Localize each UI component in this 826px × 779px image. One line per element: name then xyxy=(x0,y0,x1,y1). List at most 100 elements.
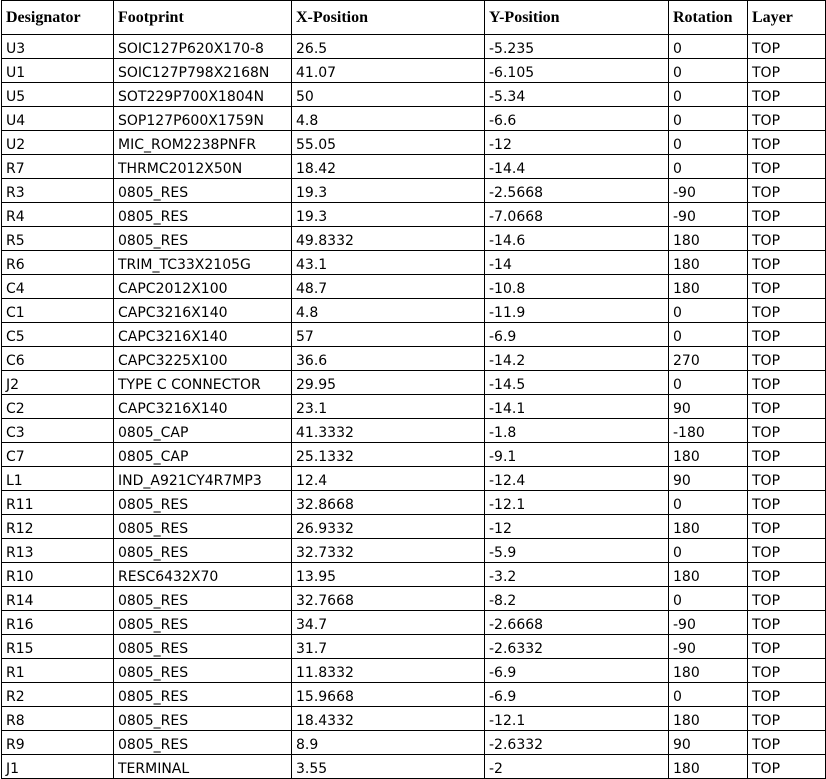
cell-rotation: 180 xyxy=(668,514,748,539)
cell-y-position: -2.6332 xyxy=(484,634,669,659)
cell-y-position: -14.6 xyxy=(484,226,669,251)
cell-x-position: 34.7 xyxy=(291,610,485,635)
cell-rotation: 0 xyxy=(668,370,748,395)
cell-layer: TOP xyxy=(747,562,826,587)
cell-x-position: 31.7 xyxy=(291,634,485,659)
cell-x-position: 18.42 xyxy=(291,154,485,179)
cell-y-position: -14.1 xyxy=(484,394,669,419)
cell-layer: TOP xyxy=(747,442,826,467)
cell-layer: TOP xyxy=(747,634,826,659)
cell-designator: L1 xyxy=(1,466,114,491)
cell-x-position: 8.9 xyxy=(291,730,485,755)
cell-footprint: 0805_RES xyxy=(113,634,292,659)
cell-rotation: 270 xyxy=(668,346,748,371)
cell-layer: TOP xyxy=(747,346,826,371)
table-row: R10 RESC6432X70 13.95 -3.2 180 TOP xyxy=(1,562,826,587)
cell-layer: TOP xyxy=(747,706,826,731)
cell-footprint: SOP127P600X1759N xyxy=(113,106,292,131)
cell-x-position: 36.6 xyxy=(291,346,485,371)
table-row: R16 0805_RES 34.7 -2.6668 -90 TOP xyxy=(1,610,826,635)
table-row: R1 0805_RES 11.8332 -6.9 180 TOP xyxy=(1,658,826,683)
cell-rotation: 0 xyxy=(668,58,748,83)
cell-layer: TOP xyxy=(747,466,826,491)
header-row: Designator Footprint X-Position Y-Position R… xyxy=(1,0,826,35)
header-x-position: X-Position xyxy=(291,0,485,35)
cell-y-position: -12 xyxy=(484,514,669,539)
cell-rotation: 0 xyxy=(668,586,748,611)
cell-rotation: 0 xyxy=(668,82,748,107)
header-designator: Designator xyxy=(1,0,114,35)
cell-designator: C6 xyxy=(1,346,114,371)
cell-y-position: -7.0668 xyxy=(484,202,669,227)
cell-designator: R9 xyxy=(1,730,114,755)
table-row: U2 MIC_ROM2238PNFR 55.05 -12 0 TOP xyxy=(1,130,826,155)
cell-y-position: -12 xyxy=(484,130,669,155)
cell-x-position: 4.8 xyxy=(291,106,485,131)
cell-rotation: 180 xyxy=(668,754,748,779)
cell-designator: R12 xyxy=(1,514,114,539)
table-row: J2 TYPE C CONNECTOR 29.95 -14.5 0 TOP xyxy=(1,370,826,395)
cell-rotation: 90 xyxy=(668,730,748,755)
cell-designator: C4 xyxy=(1,274,114,299)
cell-layer: TOP xyxy=(747,34,826,59)
cell-footprint: 0805_RES xyxy=(113,202,292,227)
cell-designator: J2 xyxy=(1,370,114,395)
cell-footprint: TYPE C CONNECTOR xyxy=(113,370,292,395)
cell-designator: R3 xyxy=(1,178,114,203)
cell-x-position: 29.95 xyxy=(291,370,485,395)
cell-x-position: 26.5 xyxy=(291,34,485,59)
table-row: R6 TRIM_TC33X2105G 43.1 -14 180 TOP xyxy=(1,250,826,275)
cell-layer: TOP xyxy=(747,370,826,395)
cell-x-position: 32.7332 xyxy=(291,538,485,563)
table-row: R5 0805_RES 49.8332 -14.6 180 TOP xyxy=(1,226,826,251)
table-header: Designator Footprint X-Position Y-Position R… xyxy=(1,0,826,35)
cell-layer: TOP xyxy=(747,274,826,299)
cell-designator: R5 xyxy=(1,226,114,251)
cell-y-position: -12.4 xyxy=(484,466,669,491)
cell-layer: TOP xyxy=(747,322,826,347)
cell-designator: R2 xyxy=(1,682,114,707)
cell-layer: TOP xyxy=(747,250,826,275)
cell-footprint: SOT229P700X1804N xyxy=(113,82,292,107)
cell-y-position: -2 xyxy=(484,754,669,779)
cell-layer: TOP xyxy=(747,658,826,683)
cell-x-position: 23.1 xyxy=(291,394,485,419)
cell-designator: U5 xyxy=(1,82,114,107)
cell-designator: R14 xyxy=(1,586,114,611)
cell-rotation: -180 xyxy=(668,418,748,443)
table-row: R7 THRMC2012X50N 18.42 -14.4 0 TOP xyxy=(1,154,826,179)
cell-footprint: SOIC127P798X2168N xyxy=(113,58,292,83)
table-row: C4 CAPC2012X100 48.7 -10.8 180 TOP xyxy=(1,274,826,299)
cell-rotation: 180 xyxy=(668,706,748,731)
cell-rotation: -90 xyxy=(668,178,748,203)
cell-footprint: CAPC3216X140 xyxy=(113,298,292,323)
table-row: C6 CAPC3225X100 36.6 -14.2 270 TOP xyxy=(1,346,826,371)
cell-layer: TOP xyxy=(747,226,826,251)
cell-x-position: 11.8332 xyxy=(291,658,485,683)
header-y-position: Y-Position xyxy=(484,0,669,35)
cell-footprint: 0805_RES xyxy=(113,610,292,635)
cell-y-position: -6.9 xyxy=(484,322,669,347)
cell-designator: R8 xyxy=(1,706,114,731)
cell-designator: U3 xyxy=(1,34,114,59)
cell-layer: TOP xyxy=(747,58,826,83)
cell-footprint: MIC_ROM2238PNFR xyxy=(113,130,292,155)
cell-footprint: 0805_RES xyxy=(113,730,292,755)
cell-x-position: 41.07 xyxy=(291,58,485,83)
cell-layer: TOP xyxy=(747,418,826,443)
cell-rotation: 0 xyxy=(668,490,748,515)
cell-layer: TOP xyxy=(747,490,826,515)
cell-y-position: -5.235 xyxy=(484,34,669,59)
cell-footprint: 0805_RES xyxy=(113,706,292,731)
cell-rotation: 180 xyxy=(668,250,748,275)
cell-layer: TOP xyxy=(747,202,826,227)
table-row: C7 0805_CAP 25.1332 -9.1 180 TOP xyxy=(1,442,826,467)
cell-y-position: -12.1 xyxy=(484,490,669,515)
cell-footprint: THRMC2012X50N xyxy=(113,154,292,179)
cell-footprint: 0805_RES xyxy=(113,514,292,539)
cell-x-position: 26.9332 xyxy=(291,514,485,539)
cell-designator: R15 xyxy=(1,634,114,659)
cell-rotation: 0 xyxy=(668,538,748,563)
cell-x-position: 48.7 xyxy=(291,274,485,299)
